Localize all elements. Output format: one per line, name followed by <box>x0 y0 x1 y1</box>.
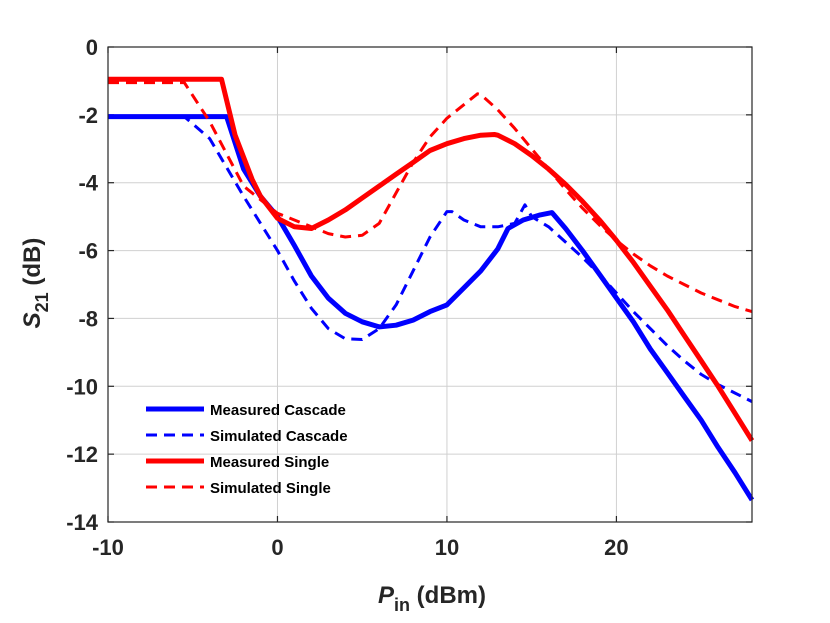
svg-text:S21 (dB): S21 (dB) <box>19 238 52 329</box>
x-tick-label: 0 <box>271 535 283 560</box>
y-tick-label: -12 <box>66 442 98 467</box>
y-tick-label: -4 <box>78 171 98 196</box>
svg-text:Pin (dBm): Pin (dBm) <box>378 582 486 615</box>
legend-label: Simulated Cascade <box>210 428 348 445</box>
y-tick-label: -10 <box>66 374 98 399</box>
legend: Measured Cascade Simulated Cascade Measure… <box>146 402 348 497</box>
y-axis-title-unit: (dB) <box>19 238 46 293</box>
x-tick-label: 20 <box>604 535 628 560</box>
y-tick-label: -2 <box>78 103 98 128</box>
legend-label: Measured Single <box>210 454 329 471</box>
y-axis-title: S21 (dB) <box>19 238 52 329</box>
x-axis-title-sub: in <box>394 595 410 615</box>
series-line-measured-cascade <box>108 114 755 502</box>
plot-frame <box>107 46 753 523</box>
legend-label: Simulated Single <box>210 480 331 497</box>
y-tick-label: -14 <box>66 510 99 535</box>
legend-label: Measured Cascade <box>210 402 346 419</box>
x-axis-title: Pin (dBm) <box>378 582 486 615</box>
x-tick-label: -10 <box>92 535 124 560</box>
x-tick-label: 10 <box>435 535 459 560</box>
axis-ticks: -10 0 10 20 0 -2 -4 -6 -8 -10 -12 -14 <box>66 35 752 560</box>
y-tick-label: 0 <box>86 35 98 60</box>
series-layer <box>108 76 755 502</box>
y-axis-title-main: S <box>19 312 46 328</box>
x-axis-title-main: P <box>378 582 395 609</box>
x-axis-title-unit: (dBm) <box>410 582 486 609</box>
y-tick-label: -6 <box>78 239 98 264</box>
y-axis-title-sub: 21 <box>32 292 52 312</box>
series-line-measured-single <box>108 76 755 442</box>
series-line-simulated-cascade <box>108 115 753 403</box>
y-tick-label: -8 <box>78 306 98 331</box>
